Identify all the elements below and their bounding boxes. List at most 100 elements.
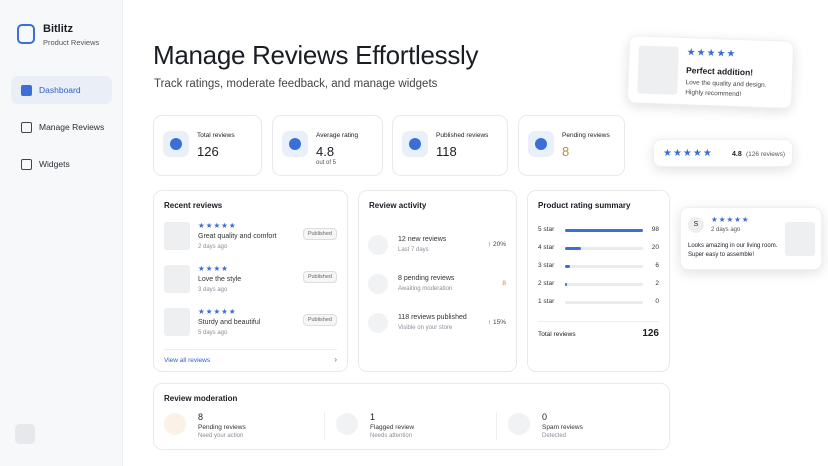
rating-bar [565, 283, 567, 286]
link[interactable]: View all reviews [164, 357, 211, 364]
activity-title: 118 reviews published [398, 314, 467, 321]
activity-sub: Last 7 days [398, 247, 429, 253]
moderation-sub: Need your action [198, 433, 244, 439]
widget-title: Perfect addition! [685, 65, 754, 78]
summary-panel: Product rating summary 5 star 98 4 star 2 0 3… [527, 190, 670, 372]
stat-icon [402, 131, 428, 157]
divider [324, 412, 325, 440]
rating-count: 0 [655, 298, 659, 305]
stat-card: Published reviews 118 [392, 115, 508, 176]
store-icon[interactable] [15, 424, 35, 444]
stars: ★★★★★ [663, 148, 713, 159]
brand: Bitlitz [43, 23, 73, 35]
rating-count: 2 [655, 280, 659, 287]
status-pill: Published [302, 271, 337, 283]
nav-item[interactable]: Dashboard [11, 76, 112, 104]
stat-icon [282, 131, 308, 157]
nav-label: Dashboard [39, 85, 81, 95]
review-text: Great quality and comfort [198, 233, 277, 240]
rating-bar [565, 265, 570, 268]
activity-sub: Visible on your store [398, 325, 453, 331]
rating-label: 4 star [538, 244, 555, 251]
badge-widget: ★★★★★ 4.8 (126 reviews) [653, 139, 793, 167]
stat-card: Average rating 4.8 out of 5 [272, 115, 383, 176]
review-widget: S ★★★★★ 2 days ago Looks amazing in our … [680, 207, 822, 270]
rating-label: 5 star [538, 226, 555, 233]
panel-title: Recent reviews [164, 201, 223, 210]
total-value: 126 [642, 328, 659, 339]
product-widget: ★★★★★ Perfect addition! Love the quality… [626, 35, 795, 109]
stat-label: Total reviews [197, 132, 235, 139]
nav-label: Manage Reviews [39, 122, 105, 132]
divider [496, 412, 497, 440]
activity-panel: Review activity 12 new reviews Last 7 day… [358, 190, 517, 372]
review-time: 2 days ago [711, 227, 741, 233]
rating-label: 2 star [538, 280, 555, 287]
moderation-sub: Needs attention [370, 433, 413, 439]
rating-label: 1 star [538, 298, 555, 305]
moderation-icon [336, 413, 358, 435]
stat-label: Published reviews [436, 132, 489, 139]
stars: ★★★★★ [711, 215, 750, 224]
moderation-icon [508, 413, 530, 435]
rating-track [565, 283, 643, 286]
stat-card: Pending reviews 8 [518, 115, 625, 176]
stat-card: Total reviews 126 [153, 115, 262, 176]
total-label: Total reviews [538, 331, 576, 338]
widget-text: Love the quality and design. Highly reco… [685, 79, 767, 98]
brand-subtitle: Product Reviews [43, 38, 100, 47]
stars: ★★★★★ [686, 47, 737, 60]
activity-title: 8 pending reviews [398, 275, 455, 282]
product-thumb [164, 308, 190, 336]
panel-title: Review activity [369, 201, 427, 210]
stat-value: 118 [436, 144, 457, 159]
moderation-count: 0 [542, 412, 548, 422]
moderation-label: Flagged review [370, 424, 415, 431]
moderation-label: Pending reviews [198, 424, 246, 431]
rating-count: 98 [651, 226, 659, 233]
moderation-panel: Review moderation 8 Pending reviews Need y… [153, 383, 670, 450]
badge-count: (126 reviews) [746, 151, 786, 158]
panel-title: Review moderation [164, 394, 238, 403]
stat-value: 8 [562, 144, 570, 159]
moderation-label: Spam reviews [542, 424, 583, 431]
activity-icon [368, 235, 388, 255]
nav-item[interactable]: Widgets [11, 150, 112, 178]
review-text: Love the style [198, 276, 242, 283]
review-text: Looks amazing in our living room. Super … [688, 243, 778, 259]
stat-icon [163, 131, 189, 157]
panel-title: Product rating summary [538, 201, 631, 210]
activity-title: 12 new reviews [398, 236, 447, 243]
review-time: 5 days ago [198, 330, 228, 336]
page-subtitle: Track ratings, moderate feedback, and ma… [154, 78, 438, 90]
product-thumb [164, 222, 190, 250]
avatar: S [688, 217, 704, 233]
stars: ★★★★★ [198, 307, 237, 316]
rating-track [565, 229, 643, 232]
rating-label: 3 star [538, 262, 555, 269]
rating-count: 6 [655, 262, 659, 269]
nav-item[interactable]: Manage Reviews [11, 113, 112, 141]
activity-change: ↑ 15% [487, 319, 506, 326]
status-pill: Published [302, 314, 337, 326]
review-time: 3 days ago [198, 287, 228, 293]
activity-sub: Awaiting moderation [398, 286, 453, 292]
activity-change: 8 [502, 280, 506, 287]
moderation-icon [164, 413, 186, 435]
stat-label: Pending reviews [562, 132, 610, 139]
nav-label: Widgets [39, 159, 70, 169]
sidebar: Bitlitz Product Reviews Dashboard Manage… [0, 0, 123, 466]
recent-panel: Recent reviews ★★★★★ Great quality and co… [153, 190, 348, 372]
badge-rating: 4.8 [732, 151, 742, 158]
logo [17, 24, 35, 44]
rating-track [565, 301, 643, 304]
moderation-count: 1 [370, 412, 376, 422]
status-pill: Published [302, 228, 337, 240]
stars: ★★★★★ [198, 221, 237, 230]
page-title: Manage Reviews Effortlessly [153, 40, 479, 70]
stars: ★★★★ [198, 264, 229, 273]
activity-change: ↑ 20% [487, 241, 506, 248]
rating-bar [565, 247, 581, 250]
stat-value: 4.8 [316, 144, 335, 159]
